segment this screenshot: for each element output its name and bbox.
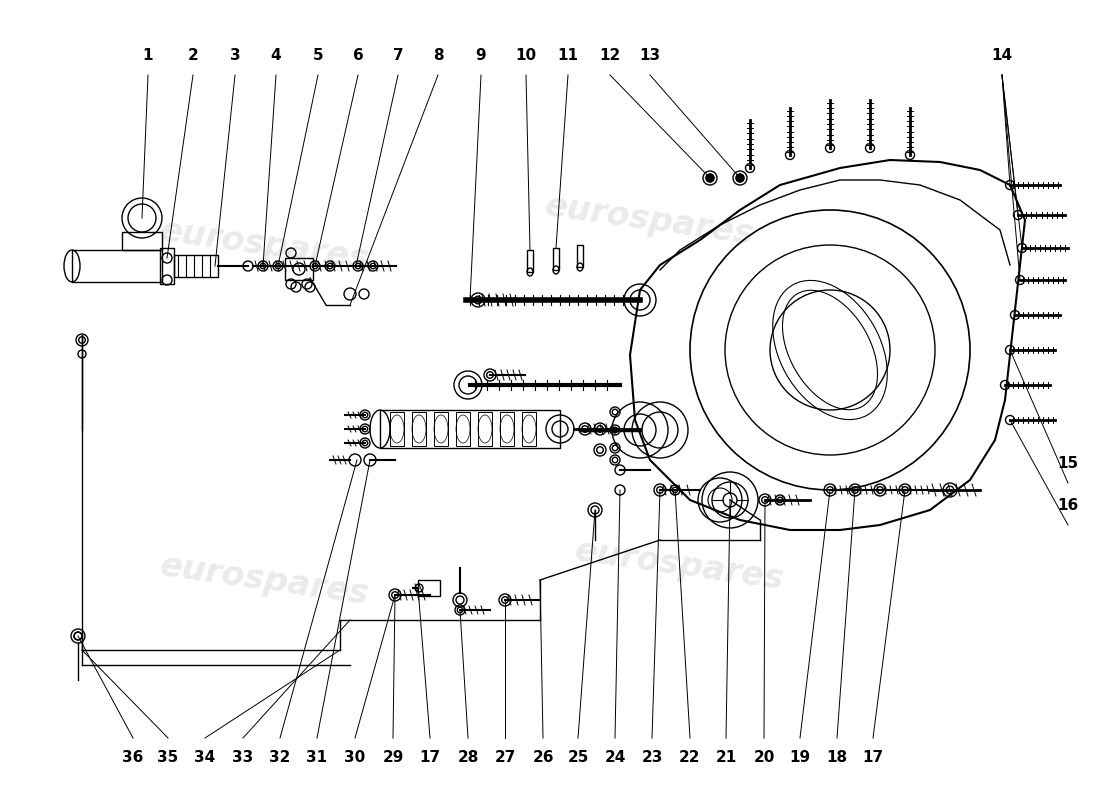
Text: 26: 26	[532, 750, 553, 765]
Bar	[379, 410, 560, 448]
Bar	[72, 250, 162, 282]
Text: 31: 31	[307, 750, 328, 765]
Circle shape	[736, 174, 744, 182]
Text: 17: 17	[419, 750, 441, 765]
Text: 18: 18	[826, 750, 848, 765]
Text: 30: 30	[344, 750, 365, 765]
Text: eurospares: eurospares	[573, 534, 786, 596]
Text: 6: 6	[353, 48, 363, 63]
Text: 2: 2	[188, 48, 198, 63]
Bar	[412, 412, 426, 446]
Text: 8: 8	[432, 48, 443, 63]
Text: 12: 12	[600, 48, 620, 63]
Bar	[122, 232, 162, 250]
Bar	[522, 412, 536, 446]
Text: 33: 33	[232, 750, 254, 765]
Text: 34: 34	[195, 750, 216, 765]
Text: 15: 15	[1057, 456, 1079, 471]
Bar	[527, 250, 534, 272]
Text: 32: 32	[270, 750, 290, 765]
Text: 25: 25	[568, 750, 588, 765]
Text: 22: 22	[680, 750, 701, 765]
Text: eurospares: eurospares	[158, 549, 372, 611]
Text: 21: 21	[715, 750, 737, 765]
Bar	[434, 412, 448, 446]
Text: 7: 7	[393, 48, 404, 63]
Text: 27: 27	[494, 750, 516, 765]
Bar	[418, 580, 440, 596]
Text: 23: 23	[641, 750, 662, 765]
Text: 35: 35	[157, 750, 178, 765]
Text: eurospares: eurospares	[543, 189, 757, 251]
Text: 24: 24	[604, 750, 626, 765]
Bar	[390, 412, 404, 446]
Text: 3: 3	[230, 48, 240, 63]
Bar	[553, 248, 559, 270]
Circle shape	[706, 174, 714, 182]
Bar	[456, 412, 470, 446]
Bar	[578, 245, 583, 267]
Text: 14: 14	[991, 48, 1013, 63]
Text: 5: 5	[312, 48, 323, 63]
Text: 4: 4	[271, 48, 282, 63]
Text: 19: 19	[790, 750, 811, 765]
Text: 1: 1	[143, 48, 153, 63]
Bar	[500, 412, 514, 446]
Text: 17: 17	[862, 750, 883, 765]
Bar	[160, 248, 174, 284]
Text: 11: 11	[558, 48, 579, 63]
Text: 10: 10	[516, 48, 537, 63]
Text: eurospares: eurospares	[158, 214, 372, 276]
Bar	[478, 412, 492, 446]
Text: 13: 13	[639, 48, 661, 63]
Text: 29: 29	[383, 750, 404, 765]
Text: 16: 16	[1057, 498, 1079, 513]
Bar	[285, 258, 314, 280]
Text: 20: 20	[754, 750, 774, 765]
Bar	[174, 255, 218, 277]
Text: 9: 9	[475, 48, 486, 63]
Text: 28: 28	[458, 750, 478, 765]
Text: 36: 36	[122, 750, 144, 765]
